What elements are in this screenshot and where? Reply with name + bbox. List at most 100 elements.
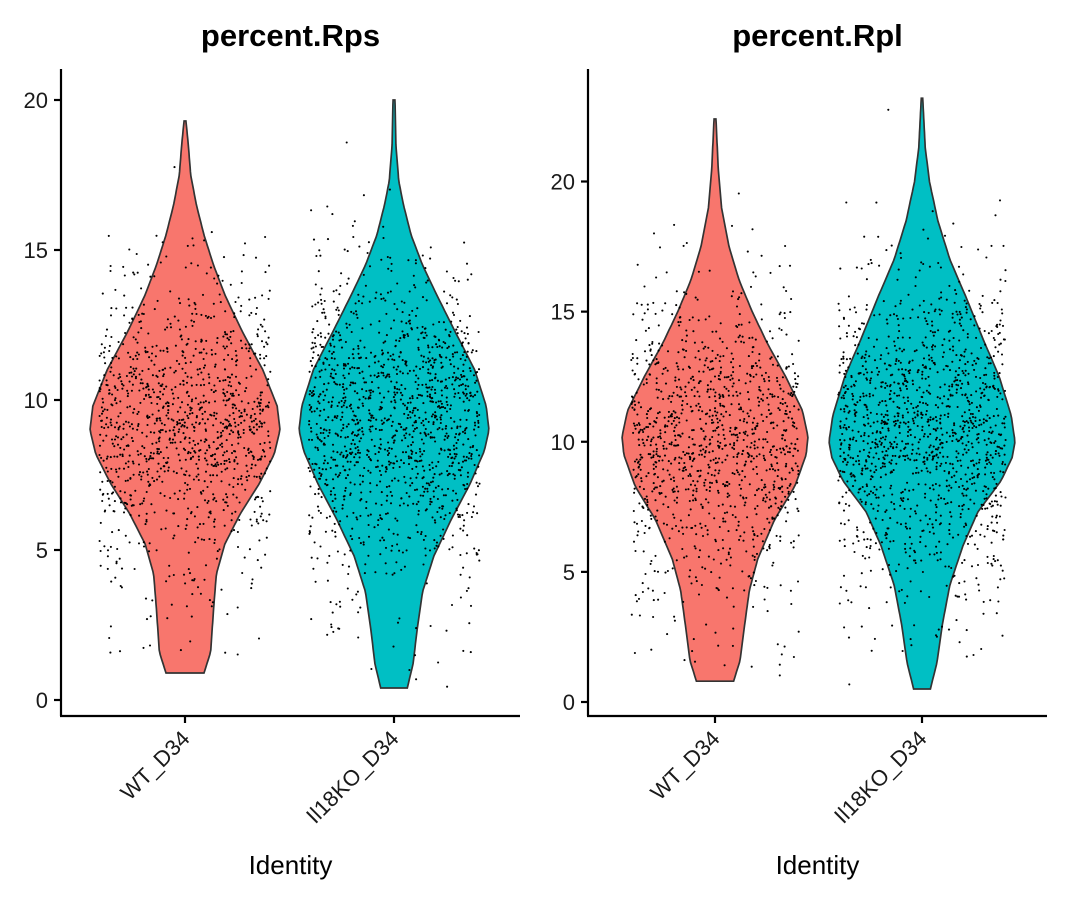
cell-point: [252, 408, 254, 410]
cell-point: [156, 420, 158, 422]
cell-point: [396, 308, 398, 310]
cell-point: [919, 269, 921, 271]
cell-point: [870, 503, 872, 505]
cell-point: [114, 577, 116, 579]
cell-point: [205, 460, 207, 462]
cell-point: [159, 391, 161, 393]
cell-point: [959, 311, 961, 313]
cell-point: [912, 418, 914, 420]
cell-point: [232, 403, 234, 405]
cell-point: [671, 423, 673, 425]
cell-point: [996, 531, 998, 533]
cell-point: [667, 506, 669, 508]
cell-point: [335, 331, 337, 333]
cell-point: [684, 466, 686, 468]
cell-point: [330, 494, 332, 496]
cell-point: [402, 372, 404, 374]
cell-point: [261, 497, 263, 499]
cell-point: [165, 431, 167, 433]
cell-point: [644, 573, 646, 575]
cell-point: [984, 508, 986, 510]
cell-point: [108, 498, 110, 500]
cell-point: [187, 507, 189, 509]
cell-point: [381, 465, 383, 467]
cell-point: [471, 453, 473, 455]
cell-point: [374, 453, 376, 455]
cell-point: [697, 299, 699, 301]
cell-point: [780, 402, 782, 404]
cell-point: [844, 545, 846, 547]
cell-point: [866, 371, 868, 373]
cell-point: [789, 451, 791, 453]
cell-point: [396, 388, 398, 390]
cell-point: [877, 236, 879, 238]
cell-point: [729, 379, 731, 381]
cell-point: [895, 349, 897, 351]
cell-point: [453, 366, 455, 368]
cell-point: [927, 470, 929, 472]
cell-point: [179, 302, 181, 304]
cell-point: [163, 388, 165, 390]
cell-point: [781, 438, 783, 440]
cell-point: [881, 413, 883, 415]
cell-point: [883, 495, 885, 497]
cell-point: [224, 310, 226, 312]
cell-point: [326, 389, 328, 391]
cell-point: [996, 522, 998, 524]
cell-point: [905, 423, 907, 425]
cell-point: [683, 462, 685, 464]
cell-point: [762, 547, 764, 549]
cell-point: [723, 386, 725, 388]
cell-point: [960, 513, 962, 515]
cell-point: [943, 498, 945, 500]
cell-point: [857, 491, 859, 493]
cell-point: [332, 444, 334, 446]
cell-point: [647, 436, 649, 438]
cell-point: [650, 649, 652, 651]
cell-point: [683, 557, 685, 559]
cell-point: [148, 356, 150, 358]
cell-point: [963, 559, 965, 561]
cell-point: [341, 406, 343, 408]
cell-point: [887, 419, 889, 421]
cell-point: [349, 368, 351, 370]
cell-point: [994, 560, 996, 562]
cell-point: [317, 400, 319, 402]
x-tick-label: WT_D34: [645, 726, 724, 805]
cell-point: [186, 344, 188, 346]
cell-point: [990, 426, 992, 428]
cell-point: [393, 359, 395, 361]
cell-point: [477, 426, 479, 428]
cell-point: [191, 593, 193, 595]
cell-point: [358, 246, 360, 248]
cell-point: [454, 478, 456, 480]
cell-point: [357, 591, 359, 593]
cell-point: [463, 484, 465, 486]
cell-point: [929, 553, 931, 555]
cell-point: [213, 415, 215, 417]
cell-point: [861, 626, 863, 628]
cell-point: [358, 300, 360, 302]
cell-point: [917, 316, 919, 318]
cell-point: [987, 562, 989, 564]
cell-point: [344, 437, 346, 439]
cell-point: [747, 452, 749, 454]
cell-point: [357, 348, 359, 350]
cell-point: [936, 462, 938, 464]
cell-point: [121, 388, 123, 390]
cell-point: [697, 480, 699, 482]
cell-point: [839, 439, 841, 441]
cell-point: [884, 463, 886, 465]
cell-point: [400, 384, 402, 386]
cell-point: [332, 612, 334, 614]
cell-point: [319, 439, 321, 441]
cell-point: [263, 319, 265, 321]
cell-point: [421, 438, 423, 440]
cell-point: [863, 531, 865, 533]
cell-point: [752, 422, 754, 424]
cell-point: [730, 374, 732, 376]
cell-point: [743, 439, 745, 441]
cell-point: [999, 323, 1001, 325]
cell-point: [138, 474, 140, 476]
cell-point: [986, 556, 988, 558]
